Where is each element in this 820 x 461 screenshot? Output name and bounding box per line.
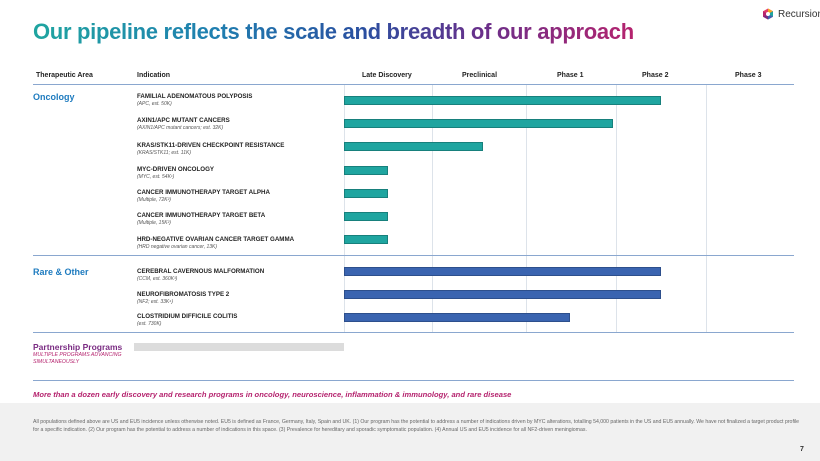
program-detail: (KRAS/STK11; est. 11K) — [137, 150, 192, 156]
header-indication: Indication — [137, 72, 171, 79]
brand-name: Recursion — [778, 8, 820, 20]
footer-panel — [0, 403, 820, 461]
progress-bar — [344, 96, 661, 105]
program-name: AXIN1/APC MUTANT CANCERS — [137, 117, 230, 124]
header-preclinical: Preclinical — [462, 72, 498, 79]
partnership-subtitle: MULTIPLE PROGRAMS ADVANCING SIMULTANEOUS… — [33, 352, 122, 365]
grid-line — [616, 85, 617, 333]
program-detail: (CCM, est. 360K³) — [137, 276, 178, 282]
progress-bar — [344, 235, 388, 244]
recursion-logo-icon — [763, 8, 773, 20]
program-detail: (AXIN1/APC mutant cancers; est. 32K) — [137, 125, 224, 131]
footnote: All populations defined above are US and… — [33, 419, 800, 433]
program-name: CLOSTRIDIUM DIFFICILE COLITIS — [137, 313, 238, 320]
summary-statement: More than a dozen early discovery and re… — [33, 390, 512, 399]
program-name: HRD-NEGATIVE OVARIAN CANCER TARGET GAMMA — [137, 236, 295, 243]
page-number: 7 — [800, 446, 804, 453]
page-title: Our pipeline reflects the scale and brea… — [33, 19, 634, 44]
progress-bar — [344, 119, 613, 128]
program-detail: (Multiple, 15K²) — [137, 220, 171, 226]
section-oncology: Oncology — [33, 92, 75, 102]
grid-line — [706, 85, 707, 333]
program-detail: (MYC, est. 54K¹) — [137, 174, 175, 180]
header-divider — [33, 84, 794, 85]
brand-logo: Recursion — [762, 8, 820, 20]
program-detail: (NF2; est. 33K⁴) — [137, 299, 174, 305]
progress-bar — [344, 166, 388, 175]
header-therapeutic-area: Therapeutic Area — [36, 72, 93, 79]
partnership-bar — [134, 343, 344, 351]
section-divider — [33, 255, 794, 256]
progress-bar — [344, 290, 661, 299]
header-phase-2: Phase 2 — [642, 72, 669, 79]
section-divider — [33, 332, 794, 333]
program-detail: (HRD negative ovarian cancer, 13K) — [137, 244, 218, 250]
header-phase-3: Phase 3 — [735, 72, 762, 79]
section-rare-other: Rare & Other — [33, 267, 89, 277]
progress-bar — [344, 267, 661, 276]
grid-line — [526, 85, 527, 333]
program-name: MYC-DRIVEN ONCOLOGY — [137, 166, 215, 173]
header-phase-1: Phase 1 — [557, 72, 584, 79]
program-name: CANCER IMMUNOTHERAPY TARGET BETA — [137, 212, 266, 219]
header-late-discovery: Late Discovery — [362, 72, 412, 79]
progress-bar — [344, 313, 570, 322]
program-name: CANCER IMMUNOTHERAPY TARGET ALPHA — [137, 189, 270, 196]
progress-bar — [344, 189, 388, 198]
program-detail: (est. 730K) — [137, 321, 162, 327]
progress-bar — [344, 142, 483, 151]
program-detail: (Multiple, 72K²) — [137, 197, 171, 203]
grid-line — [432, 85, 433, 333]
program-detail: (APC, est. 50K) — [137, 101, 172, 107]
progress-bar — [344, 212, 388, 221]
section-divider — [33, 380, 794, 381]
program-name: CEREBRAL CAVERNOUS MALFORMATION — [137, 268, 265, 275]
grid-line — [344, 85, 345, 333]
program-name: FAMILIAL ADENOMATOUS POLYPOSIS — [137, 93, 253, 100]
partnership-title: Partnership Programs — [33, 342, 123, 352]
program-name: KRAS/STK11-DRIVEN CHECKPOINT RESISTANCE — [137, 142, 285, 149]
program-name: NEUROFIBROMATOSIS TYPE 2 — [137, 291, 230, 298]
